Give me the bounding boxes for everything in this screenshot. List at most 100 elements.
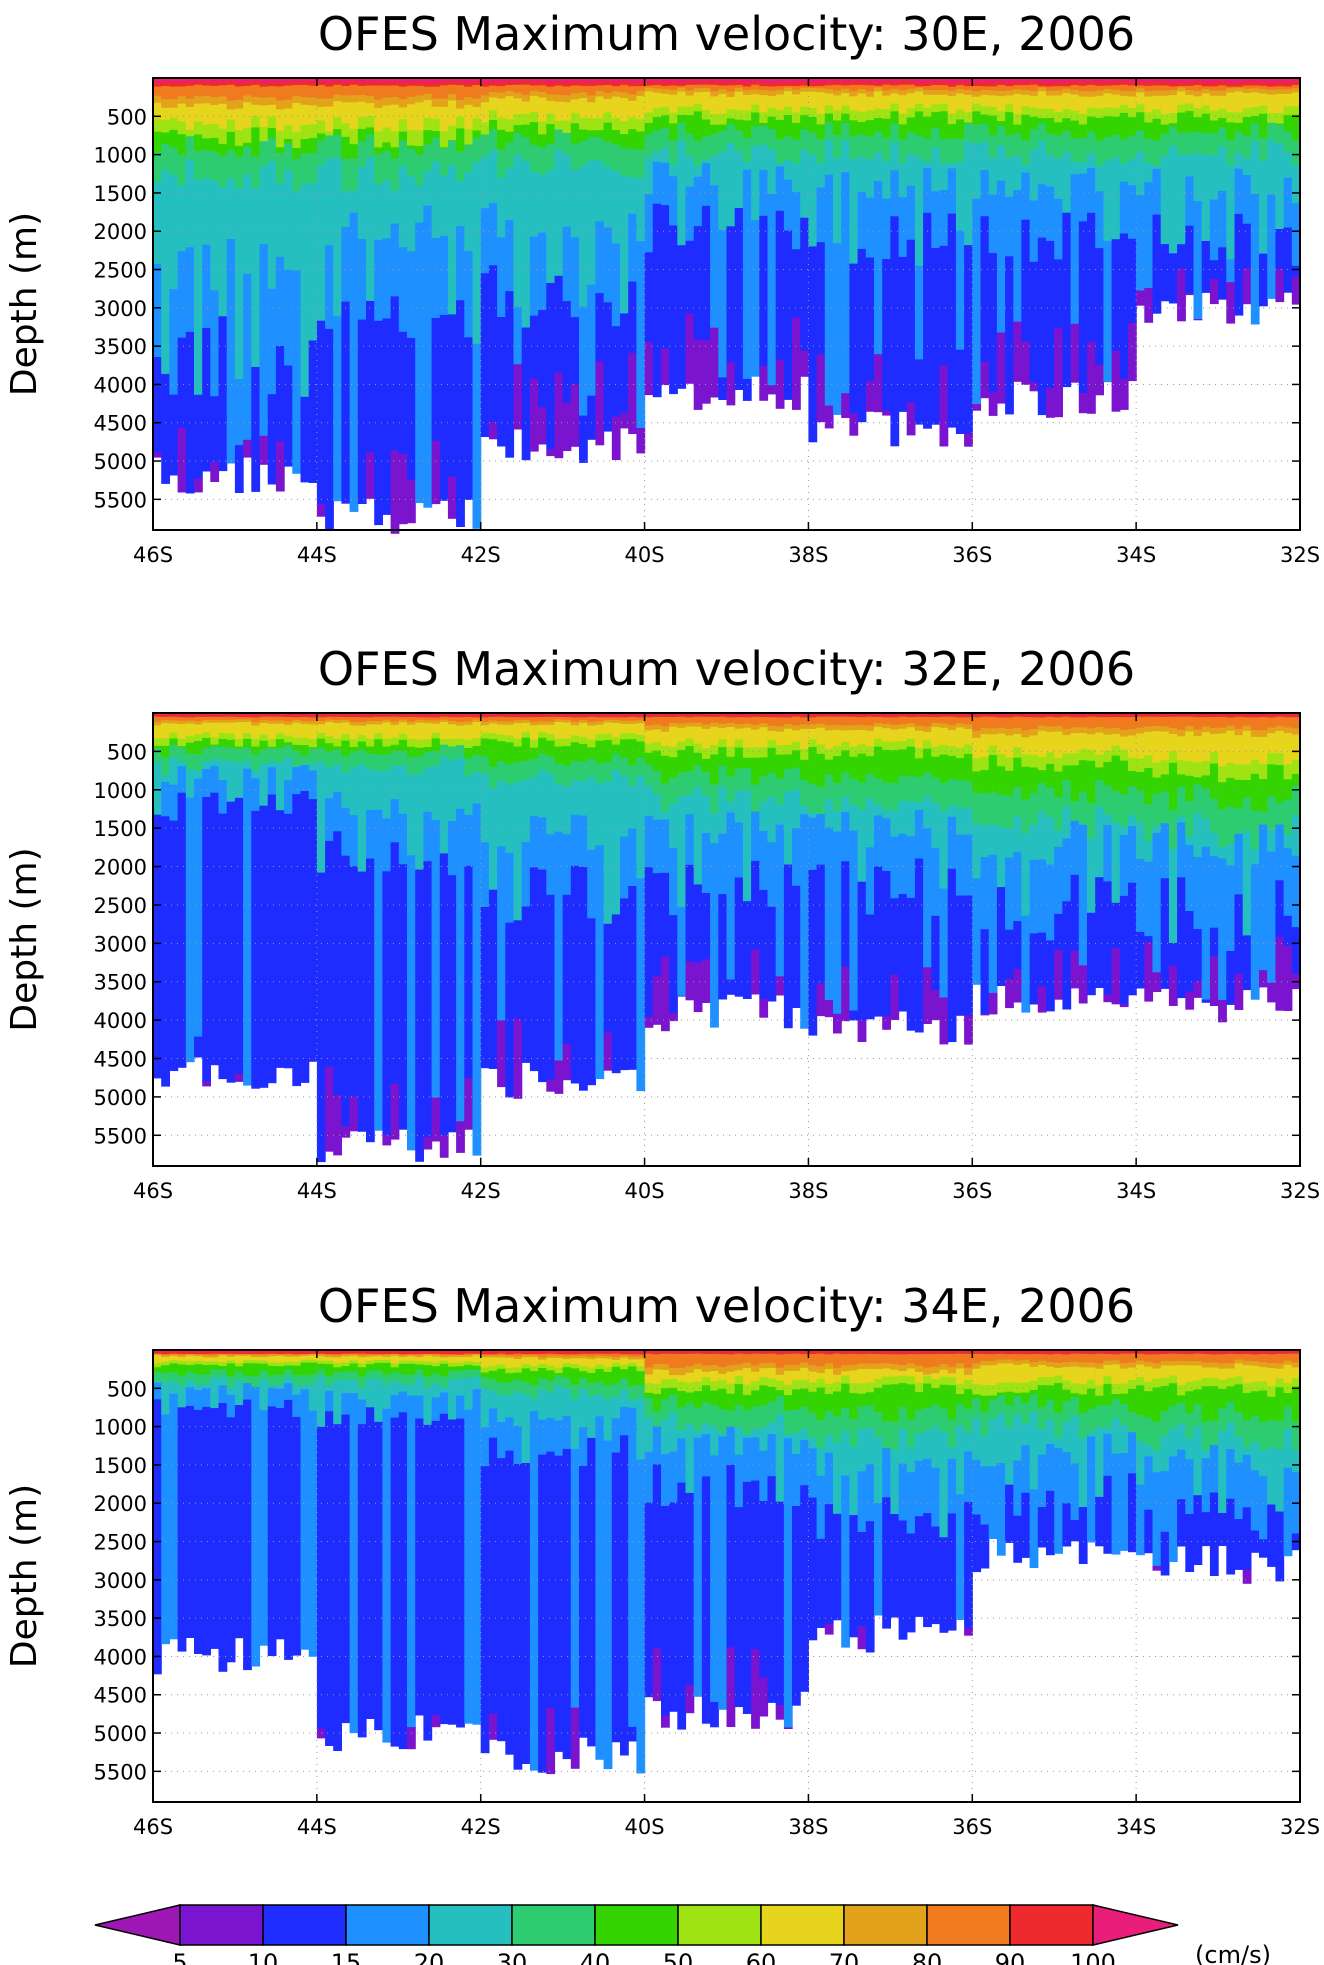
heatmap-cell	[275, 1388, 285, 1409]
heatmap-cell	[529, 1354, 539, 1356]
heatmap-cell	[1046, 1362, 1055, 1368]
heatmap-cell	[300, 183, 310, 291]
heatmap-cell	[964, 245, 973, 434]
heatmap-cell	[661, 717, 670, 727]
heatmap-cell	[1095, 165, 1104, 192]
heatmap-cell	[333, 831, 342, 1096]
heatmap-cell	[1013, 93, 1023, 115]
heatmap-cell	[1226, 122, 1236, 141]
heatmap-cell	[906, 723, 916, 728]
heatmap-cell	[1103, 728, 1113, 735]
heatmap-cell	[718, 747, 728, 766]
heatmap-cell	[1021, 1445, 1031, 1494]
heatmap-cell	[251, 725, 261, 740]
heatmap-cell	[800, 217, 809, 351]
heatmap-cell	[759, 1405, 769, 1428]
heatmap-cell	[1095, 1496, 1104, 1547]
heatmap-cell	[185, 1380, 195, 1388]
heatmap-cell	[464, 1389, 474, 1411]
heatmap-cell	[620, 1351, 629, 1355]
heatmap-cell	[1291, 1378, 1301, 1387]
heatmap-cell	[980, 1385, 990, 1397]
heatmap-cell	[841, 88, 850, 94]
heatmap-cell	[521, 720, 531, 724]
heatmap-cell	[849, 91, 859, 97]
heatmap-cell	[1275, 1378, 1285, 1388]
heatmap-cell	[185, 1405, 195, 1638]
heatmap-cell	[210, 722, 220, 738]
heatmap-cell	[947, 86, 957, 92]
heatmap-cell	[931, 112, 941, 129]
heatmap-cell	[1201, 732, 1211, 762]
heatmap-cell	[1250, 1365, 1260, 1383]
heatmap-cell	[1095, 1427, 1104, 1449]
y-tick-label: 500	[107, 740, 147, 764]
heatmap-cell	[628, 1407, 637, 1437]
heatmap-cell	[661, 1364, 670, 1371]
heatmap-cell	[407, 1363, 416, 1376]
heatmap-cell	[833, 756, 842, 784]
heatmap-cell	[718, 786, 728, 835]
heatmap-cell	[1062, 1452, 1072, 1504]
heatmap-cell	[857, 134, 867, 158]
heatmap-cell	[234, 156, 244, 189]
heatmap-cell	[382, 1362, 392, 1375]
heatmap-cell	[177, 121, 187, 135]
heatmap-cell	[1185, 911, 1195, 992]
heatmap-cell	[751, 126, 760, 147]
heatmap-cell	[267, 723, 277, 740]
heatmap-cell	[398, 1383, 408, 1392]
heatmap-cell	[202, 738, 211, 749]
heatmap-cell	[284, 1354, 293, 1358]
heatmap-cell	[734, 822, 744, 878]
heatmap-cell	[1054, 122, 1063, 136]
heatmap-cell	[767, 906, 777, 1002]
heatmap-cell	[1005, 86, 1014, 91]
heatmap-cell	[267, 739, 277, 748]
heatmap-cell	[964, 82, 973, 87]
heatmap-cell	[620, 313, 629, 414]
heatmap-cell	[1111, 78, 1121, 82]
heatmap-cell	[464, 1369, 474, 1378]
heatmap-cell	[357, 141, 367, 168]
heatmap-cell	[1119, 163, 1129, 183]
heatmap-cell	[415, 1369, 424, 1378]
heatmap-cell	[554, 719, 564, 723]
heatmap-cell	[1259, 78, 1268, 83]
heatmap-cell	[398, 331, 408, 455]
heatmap-cell	[464, 337, 474, 500]
heatmap-cell	[357, 1355, 367, 1358]
heatmap-cell	[816, 1475, 826, 1540]
heatmap-cell	[636, 1356, 646, 1360]
heatmap-cell	[1119, 749, 1129, 761]
heatmap-cell	[914, 802, 924, 811]
heatmap-cell	[333, 714, 342, 718]
heatmap-cell	[1128, 735, 1137, 758]
heatmap-cell	[833, 1353, 842, 1369]
heatmap-cell	[865, 1351, 875, 1355]
heatmap-cell	[316, 732, 326, 740]
heatmap-cell	[366, 1351, 375, 1355]
heatmap-cell	[1144, 1361, 1154, 1368]
heatmap-cell	[1283, 1364, 1293, 1384]
heatmap-cell	[677, 78, 687, 83]
heatmap-cell	[718, 716, 728, 725]
heatmap-cell	[1078, 749, 1088, 761]
heatmap-cell	[742, 757, 752, 769]
heatmap-cell	[210, 105, 220, 125]
heatmap-cell	[177, 251, 187, 338]
heatmap-cell	[185, 136, 195, 160]
heatmap-cell	[275, 720, 285, 724]
heatmap-cell	[161, 107, 170, 121]
heatmap-cell	[529, 717, 539, 723]
heatmap-cell	[243, 713, 252, 716]
heatmap-cell	[447, 875, 457, 1133]
heatmap-cell	[529, 1384, 539, 1400]
heatmap-cell	[464, 145, 474, 173]
heatmap-cell	[595, 1353, 605, 1357]
heatmap-cell	[1226, 1377, 1236, 1387]
heatmap-cell	[742, 378, 752, 401]
heatmap-cell	[562, 1354, 572, 1357]
heatmap-cell	[882, 1016, 891, 1030]
heatmap-cell	[456, 226, 465, 301]
